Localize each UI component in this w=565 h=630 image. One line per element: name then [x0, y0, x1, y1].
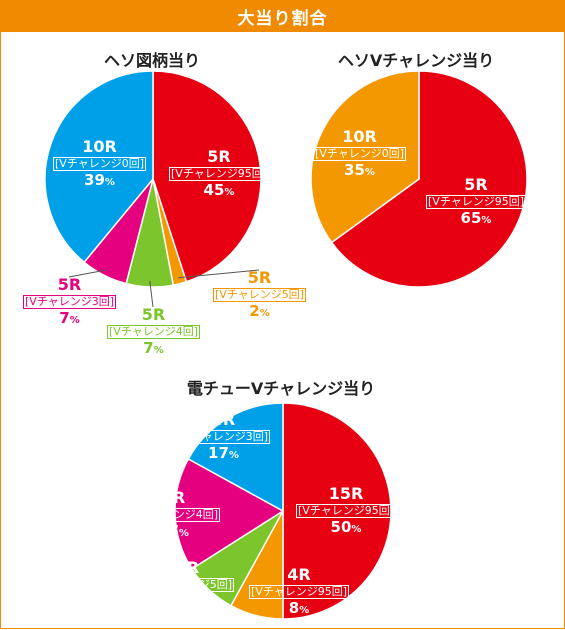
- pie-1-label-2: 5R [Vチャレンジ5回] 2%: [213, 269, 306, 319]
- slice-challenge-label: [Vチャレンジ5回]: [213, 287, 306, 302]
- slice-percent-label: 7%: [59, 308, 80, 327]
- slice-percent-label: 7%: [143, 338, 164, 357]
- pie-2-label-1: 5R [Vチャレンジ95回] 65%: [426, 176, 526, 226]
- slice-challenge-label: [Vチャレンジ0回]: [53, 156, 146, 171]
- slice-challenge-label: [Vチャレンジ95回]: [296, 503, 396, 518]
- slice-percent-label: 8%: [288, 598, 310, 617]
- slice-percent-label: 8%: [177, 591, 198, 610]
- slice-round-label: 5R: [464, 175, 488, 194]
- slice-round-label: 5R: [141, 305, 166, 324]
- slice-challenge-label: [Vチャレンジ4回]: [107, 324, 200, 339]
- slice-percent-label: 65%: [460, 208, 492, 227]
- slice-percent-label: 35%: [344, 160, 375, 179]
- pie-2-slice-1: [330, 70, 528, 288]
- slice-round-label: 10R: [82, 137, 117, 156]
- slice-challenge-label: [Vチャレンジ95回]: [249, 584, 349, 599]
- pie-2: [310, 70, 528, 288]
- slice-round-label: 10R: [342, 127, 377, 146]
- pie-1-label-5: 10R [Vチャレンジ0回] 39%: [53, 138, 146, 188]
- pie-3-label-3: 4R [Vチャレンジ5回] 8%: [141, 559, 234, 609]
- slice-percent-label: 17%: [158, 521, 189, 540]
- pie-3-label-5: 4R [Vチャレンジ3回] 17%: [177, 411, 270, 461]
- slice-round-label: 5R: [57, 275, 82, 294]
- pie-2-slice-2: [310, 70, 420, 244]
- slice-percent-label: 2%: [249, 301, 270, 320]
- pie-1-label-4: 5R [Vチャレンジ3回] 7%: [23, 276, 116, 326]
- pie-2-label-2: 10R [Vチャレンジ0回] 35%: [313, 128, 406, 178]
- slice-challenge-label: [Vチャレンジ0回]: [313, 146, 406, 161]
- slice-round-label: 4R: [175, 558, 200, 577]
- pie-1-leader-3: [149, 280, 154, 308]
- header-title: 大当り割合: [1, 1, 564, 32]
- pie-1: [44, 70, 262, 308]
- slice-challenge-label: [Vチャレンジ95回]: [169, 166, 269, 181]
- slice-percent-label: 45%: [203, 180, 235, 199]
- pie-3-label-2: 4R [Vチャレンジ95回] 8%: [249, 566, 349, 616]
- slice-round-label: 4R: [287, 565, 311, 584]
- slice-round-label: 5R: [207, 147, 231, 166]
- pie-1-slice-1: [152, 70, 262, 283]
- pie2-title: ヘソVチャレンジ当り: [337, 51, 495, 70]
- slice-percent-label: 50%: [330, 517, 362, 536]
- slice-challenge-label: [Vチャレンジ5回]: [141, 577, 234, 592]
- slice-round-label: 5R: [247, 268, 272, 287]
- pie1-title: ヘソ図柄当り: [103, 51, 200, 70]
- pie3-title: 電チューVチャレンジ当り: [186, 379, 376, 398]
- slice-round-label: 4R: [161, 488, 186, 507]
- slice-challenge-label: [Vチャレンジ4回]: [127, 507, 220, 522]
- pie-1-label-3: 5R [Vチャレンジ4回] 7%: [107, 306, 200, 356]
- pie-3-slice-1: [282, 402, 392, 620]
- slice-round-label: 15R: [328, 484, 364, 503]
- pie-3-label-1: 15R [Vチャレンジ95回] 50%: [296, 485, 396, 535]
- slice-challenge-label: [Vチャレンジ3回]: [177, 429, 270, 444]
- slice-challenge-label: [Vチャレンジ3回]: [23, 294, 116, 309]
- slice-challenge-label: [Vチャレンジ95回]: [426, 194, 526, 209]
- slice-percent-label: 39%: [84, 170, 115, 189]
- pie-3-label-4: 4R [Vチャレンジ4回] 17%: [127, 489, 220, 539]
- slice-percent-label: 17%: [208, 443, 239, 462]
- slice-round-label: 4R: [211, 410, 236, 429]
- pie-1-label-1: 5R [Vチャレンジ95回] 45%: [169, 148, 269, 198]
- pie-1-leader-4: [68, 269, 107, 278]
- pie-1-slice-5: [44, 70, 154, 264]
- pie-3-slice-4: [174, 457, 285, 570]
- pie-1-leader-2: [178, 269, 260, 279]
